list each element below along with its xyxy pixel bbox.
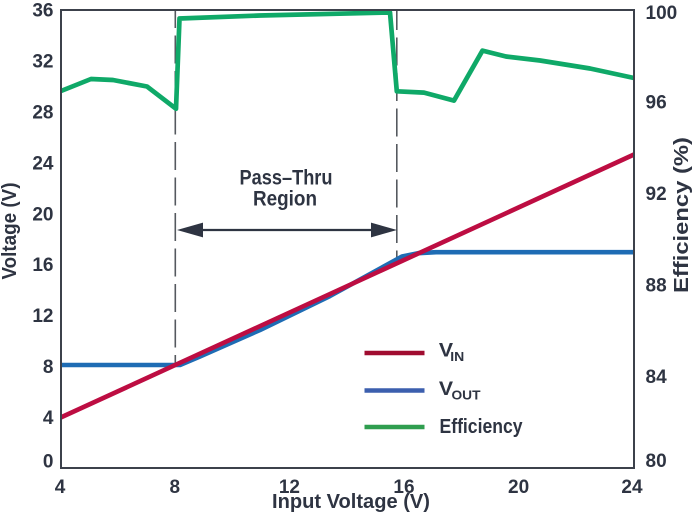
svg-text:36: 36 bbox=[32, 1, 53, 22]
svg-text:96: 96 bbox=[646, 92, 667, 113]
svg-text:Pass–Thru: Pass–Thru bbox=[240, 167, 333, 190]
svg-text:Efficiency (%): Efficiency (%) bbox=[671, 137, 693, 293]
svg-text:Efficiency: Efficiency bbox=[440, 416, 524, 438]
svg-text:32: 32 bbox=[32, 52, 53, 73]
svg-text:IN: IN bbox=[450, 350, 464, 364]
svg-text:Input Voltage (V): Input Voltage (V) bbox=[272, 491, 430, 513]
svg-text:Region: Region bbox=[253, 188, 317, 211]
svg-text:0: 0 bbox=[43, 452, 54, 473]
svg-text:OUT: OUT bbox=[452, 388, 481, 402]
svg-text:12: 12 bbox=[279, 477, 300, 498]
svg-text:4: 4 bbox=[43, 408, 54, 429]
svg-text:20: 20 bbox=[508, 477, 529, 498]
svg-text:100: 100 bbox=[646, 3, 678, 24]
svg-text:84: 84 bbox=[646, 367, 668, 388]
svg-text:12: 12 bbox=[32, 306, 53, 327]
svg-text:20: 20 bbox=[32, 204, 53, 225]
svg-text:V: V bbox=[439, 378, 453, 400]
svg-text:92: 92 bbox=[646, 184, 667, 205]
svg-text:24: 24 bbox=[32, 154, 54, 175]
svg-text:16: 16 bbox=[32, 255, 53, 276]
svg-text:8: 8 bbox=[43, 357, 54, 378]
svg-text:28: 28 bbox=[32, 103, 53, 124]
svg-text:88: 88 bbox=[646, 276, 667, 297]
svg-text:24: 24 bbox=[621, 477, 643, 498]
svg-text:V: V bbox=[439, 340, 453, 362]
svg-text:16: 16 bbox=[393, 477, 414, 498]
svg-text:8: 8 bbox=[170, 477, 181, 498]
svg-text:Voltage (V): Voltage (V) bbox=[0, 183, 21, 280]
svg-text:4: 4 bbox=[55, 477, 66, 498]
svg-text:80: 80 bbox=[646, 451, 667, 472]
